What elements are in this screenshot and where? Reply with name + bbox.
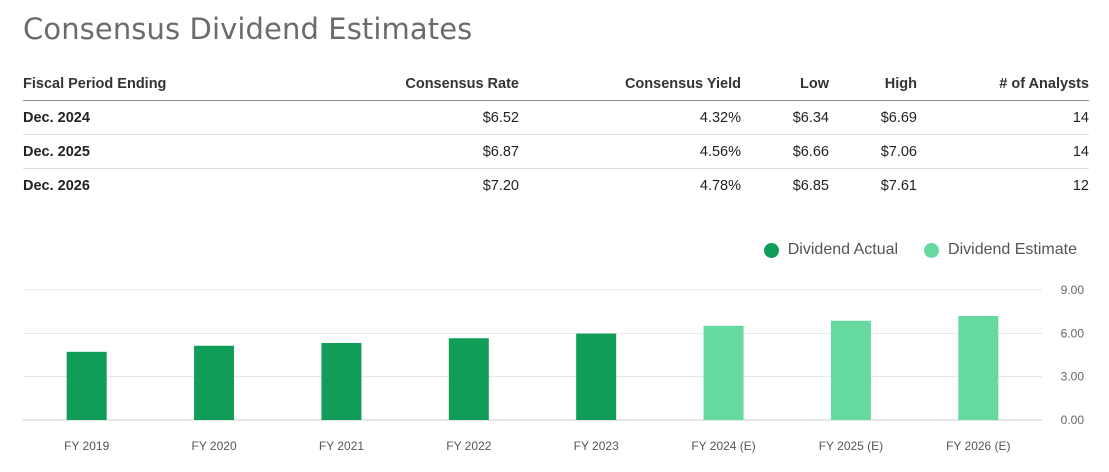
dividend-bar-chart: 0.00 3.00 6.00 9.00 FY 2019 FY 2020 FY 2021 FY … bbox=[23, 283, 1085, 453]
header-analysts[interactable]: # of Analysts bbox=[917, 67, 1089, 101]
bar-actual[interactable] bbox=[321, 343, 362, 420]
y-tick-label: 9.00 bbox=[1061, 283, 1085, 297]
cell-rate: $7.20 bbox=[482, 177, 519, 194]
table-row: Dec. 2025 $6.87 4.56% $6.66 $7.06 14 bbox=[23, 134, 1089, 169]
cell-analysts: 14 bbox=[917, 134, 1089, 169]
dividend-estimates-table: Fiscal Period Ending Consensus Rate Cons… bbox=[23, 67, 1089, 202]
x-tick-label: FY 2022 bbox=[446, 439, 491, 453]
y-tick-label: 0.00 bbox=[1061, 413, 1085, 427]
table-row: Dec. 2026 $7.20 4.78% $6.85 $7.61 12 bbox=[23, 169, 1089, 203]
legend-label-actual: Dividend Actual bbox=[787, 241, 899, 258]
chart-legend: Dividend Actual Dividend Estimate bbox=[763, 241, 1077, 259]
x-tick-label: FY 2020 bbox=[191, 439, 236, 453]
cell-high: $6.69 bbox=[829, 100, 917, 135]
x-tick-label: FY 2021 bbox=[319, 439, 364, 453]
header-fiscal-period[interactable]: Fiscal Period Ending bbox=[23, 67, 173, 101]
cell-analysts: 12 bbox=[1072, 177, 1089, 194]
cell-high: $7.06 bbox=[829, 134, 917, 169]
cell-rate: $6.87 bbox=[173, 134, 519, 169]
y-tick-label: 6.00 bbox=[1061, 326, 1085, 340]
dividend-actual-swatch-icon bbox=[763, 242, 779, 258]
x-tick-label: FY 2026 (E) bbox=[946, 439, 1010, 453]
page-title: Consensus Dividend Estimates bbox=[23, 12, 473, 46]
header-consensus-yield[interactable]: Consensus Yield bbox=[519, 67, 741, 101]
cell-rate: $6.52 bbox=[173, 100, 519, 135]
cell-yield: 4.56% bbox=[519, 134, 741, 169]
legend-item-actual[interactable]: Dividend Actual bbox=[763, 241, 899, 259]
table-header-row: Fiscal Period Ending Consensus Rate Cons… bbox=[23, 67, 1089, 101]
x-tick-label: FY 2023 bbox=[574, 439, 619, 453]
cell-period: Dec. 2025 bbox=[23, 134, 173, 169]
cell-analysts: 14 bbox=[917, 100, 1089, 135]
header-high[interactable]: High bbox=[829, 67, 917, 101]
x-tick-label: FY 2025 (E) bbox=[819, 439, 883, 453]
cell-yield: 4.78% bbox=[699, 177, 741, 194]
y-tick-label: 3.00 bbox=[1061, 370, 1085, 384]
bar-estimate[interactable] bbox=[703, 325, 744, 420]
cell-yield: 4.32% bbox=[519, 100, 741, 135]
bar-actual[interactable] bbox=[66, 351, 107, 420]
cell-low: $6.34 bbox=[741, 100, 829, 135]
bar-estimate[interactable] bbox=[958, 316, 999, 420]
header-low[interactable]: Low bbox=[741, 67, 829, 101]
cell-high: $7.61 bbox=[880, 177, 917, 194]
table-row: Dec. 2024 $6.52 4.32% $6.34 $6.69 14 bbox=[23, 100, 1089, 135]
legend-item-estimate[interactable]: Dividend Estimate bbox=[924, 241, 1077, 259]
bar-actual[interactable] bbox=[194, 345, 235, 420]
cell-low: $6.85 bbox=[792, 177, 829, 194]
legend-label-estimate: Dividend Estimate bbox=[948, 241, 1077, 258]
header-consensus-rate[interactable]: Consensus Rate bbox=[173, 67, 519, 101]
x-tick-label: FY 2019 bbox=[64, 439, 109, 453]
dividend-estimate-swatch-icon bbox=[924, 242, 940, 258]
bar-actual[interactable] bbox=[576, 333, 617, 420]
cell-period: Dec. 2024 bbox=[23, 100, 173, 135]
bar-actual[interactable] bbox=[448, 338, 489, 420]
x-tick-label: FY 2024 (E) bbox=[691, 439, 755, 453]
cell-low: $6.66 bbox=[741, 134, 829, 169]
cell-period: Dec. 2026 bbox=[23, 177, 90, 194]
bar-estimate[interactable] bbox=[830, 320, 871, 420]
